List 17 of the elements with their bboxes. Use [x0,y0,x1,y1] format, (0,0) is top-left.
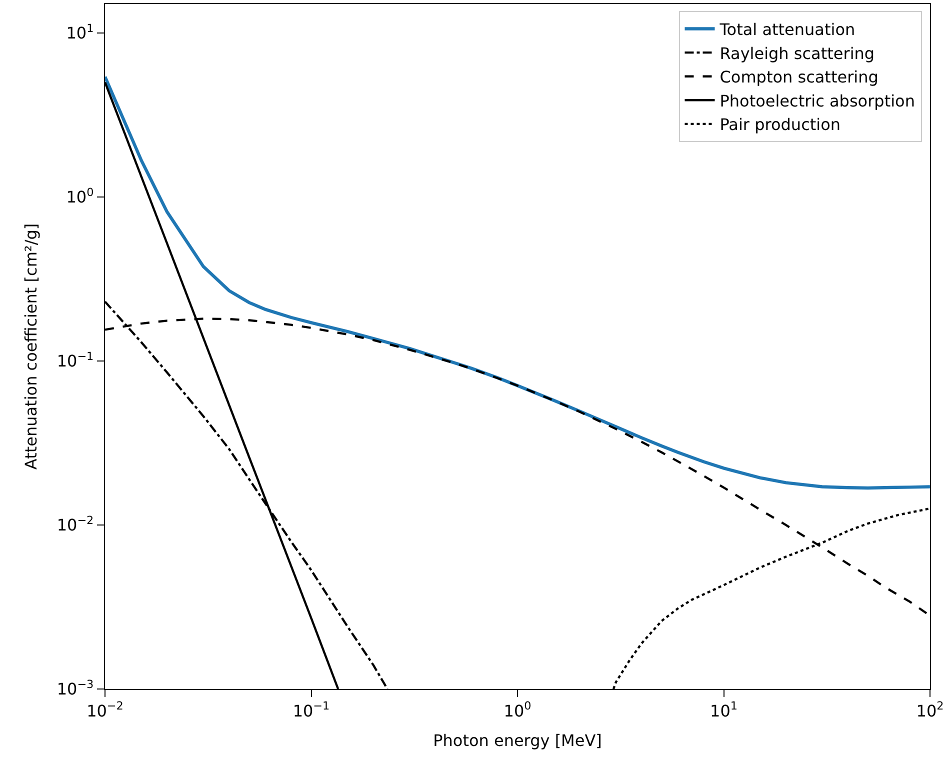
y-axis-title: Attenuation coefficient [cm²/g] [22,223,41,470]
legend-label: Pair production [720,115,841,134]
x-tick-label: 10$^{1}$ [710,700,738,720]
y-tick-label: 10$^{0}$ [66,186,94,207]
x-tick-label: 10$^{−1}$ [292,700,330,720]
legend-label: Total attenuation [718,20,856,39]
y-tick-label: 10$^{−1}$ [56,350,94,371]
y-tick-label: 10$^{−3}$ [56,678,94,699]
x-tick-label: 10$^{0}$ [504,700,532,720]
y-tick-label: 10$^{1}$ [66,22,94,42]
legend-label: Photoelectric absorption [720,91,915,110]
x-axis-title: Photon energy [MeV] [433,731,602,750]
x-tick-label: 10$^{−2}$ [86,700,124,720]
legend-label: Rayleigh scattering [720,44,875,63]
x-tick-label: 10$^{2}$ [916,700,944,720]
legend-label: Compton scattering [720,68,878,87]
y-tick-label: 10$^{−2}$ [56,514,94,535]
